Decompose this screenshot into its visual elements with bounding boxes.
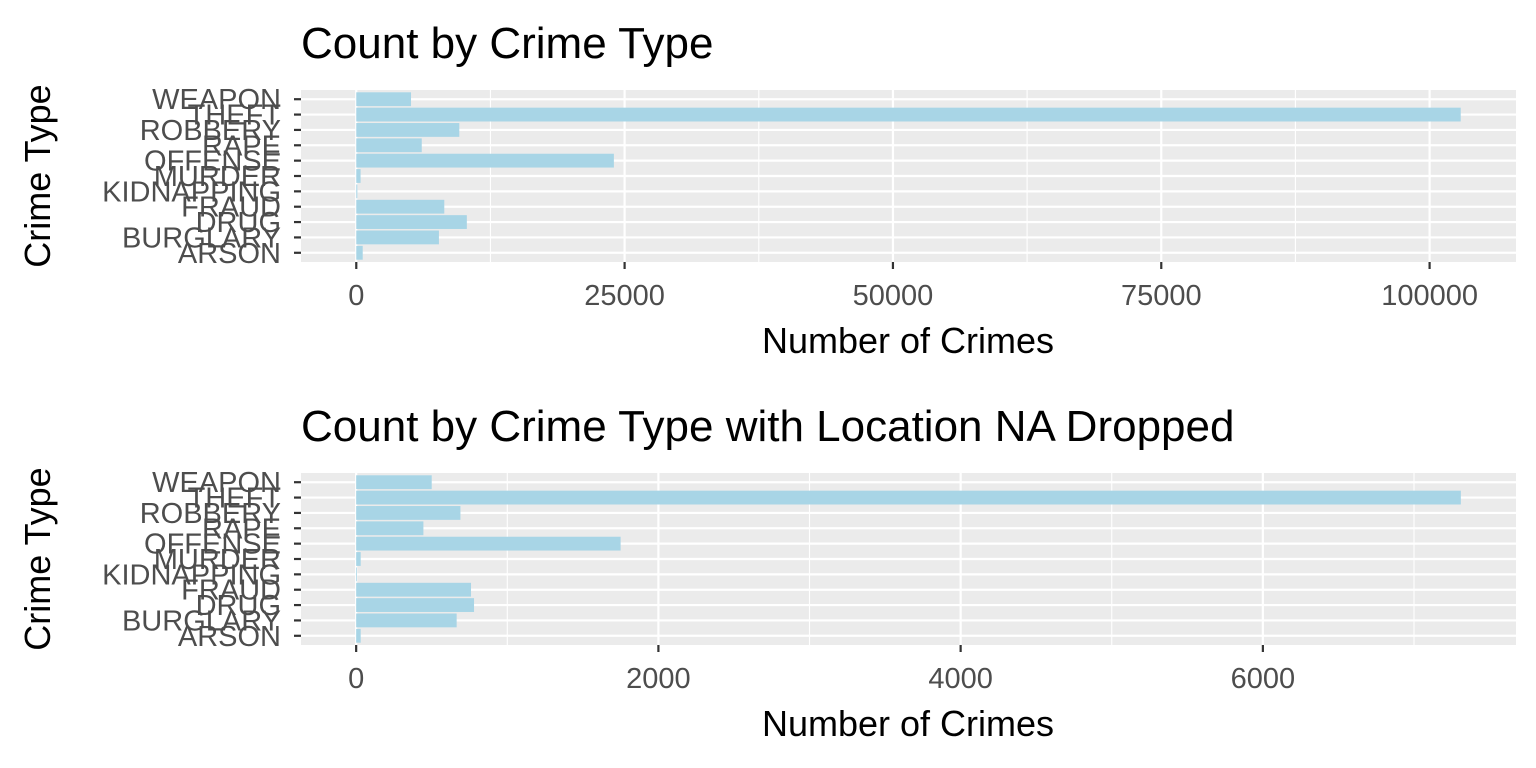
x-tick-label: 2000 [626,663,691,695]
y-tick-label-kidnapping: KIDNAPPING [102,559,281,591]
x-tick-label: 75000 [1121,280,1202,312]
y-tick-label-burglary: BURGLARY [122,605,281,637]
bar-murder [356,552,361,566]
y-tick-label-robbery: ROBBERY [140,498,281,530]
bar-theft [356,107,1461,122]
bar-offense [356,536,621,551]
bar-arson [356,628,361,643]
x-tick-label: 100000 [1381,280,1478,312]
y-tick-label-murder: MURDER [154,544,281,576]
x-tick-label: 50000 [853,280,934,312]
x-tick-label: 6000 [1231,663,1296,695]
y-tick-label-fraud: FRAUD [181,575,281,607]
y-axis: ARSONBURGLARYDRUGFRAUDKIDNAPPINGMURDEROF… [102,84,301,270]
bar-burglary [356,230,439,245]
bar-kidnapping [356,567,357,582]
chart-title: Count by Crime Type with Location NA Dro… [301,402,1234,451]
y-tick-label-weapon: WEAPON [152,467,281,499]
y-tick-label-theft: THEFT [188,483,282,515]
bar-rape [356,138,422,153]
y-tick-label-drug: DRUG [196,207,281,239]
y-tick-label-fraud: FRAUD [181,192,281,224]
y-axis: ARSONBURGLARYDRUGFRAUDKIDNAPPINGMURDEROF… [102,467,301,653]
y-tick-label-offense: OFFENSE [144,146,281,178]
chart-crime-count-na-dropped: Count by Crime Type with Location NA Dro… [17,402,1516,744]
y-tick-label-murder: MURDER [154,161,281,193]
bar-theft [356,490,1461,505]
chart-title: Count by Crime Type [301,19,713,68]
bar-offense [356,153,614,168]
y-tick-label-rape: RAPE [202,130,281,162]
y-tick-label-robbery: ROBBERY [140,115,281,147]
bar-fraud [356,199,445,214]
chart-crime-count: Count by Crime Type ARSONBURGLARYDRUGFRA… [17,19,1516,361]
y-tick-label-kidnapping: KIDNAPPING [102,176,281,208]
y-tick-label-rape: RAPE [202,513,281,545]
x-tick-label: 4000 [928,663,993,695]
x-tick-label: 0 [348,280,364,312]
y-axis-title: Crime Type [17,467,58,650]
x-tick-label: 0 [348,663,364,695]
y-tick-label-weapon: WEAPON [152,84,281,116]
y-tick-label-drug: DRUG [196,590,281,622]
y-tick-label-burglary: BURGLARY [122,222,281,254]
bar-weapon [356,475,432,490]
bar-weapon [356,92,412,107]
y-tick-label-arson: ARSON [178,621,281,653]
bar-robbery [356,506,461,520]
bar-robbery [356,123,460,137]
bar-kidnapping [356,184,358,199]
bar-drug [356,598,475,612]
x-axis: 0 2000 4000 6000 [348,645,1295,695]
bar-fraud [356,582,472,597]
x-axis-title: Number of Crimes [762,320,1054,361]
y-tick-label-offense: OFFENSE [144,529,281,561]
bar-rape [356,521,424,536]
bar-murder [356,169,361,183]
x-axis-title: Number of Crimes [762,703,1054,744]
y-axis-title: Crime Type [17,84,58,267]
x-tick-label: 25000 [584,280,665,312]
bar-burglary [356,613,457,628]
bar-arson [356,245,363,260]
bars [356,475,1461,643]
bar-drug [356,215,467,229]
y-tick-label-theft: THEFT [188,100,282,132]
bars [356,92,1461,260]
y-tick-label-arson: ARSON [178,238,281,270]
x-axis: 0 25000 50000 75000 100000 [348,262,1478,312]
